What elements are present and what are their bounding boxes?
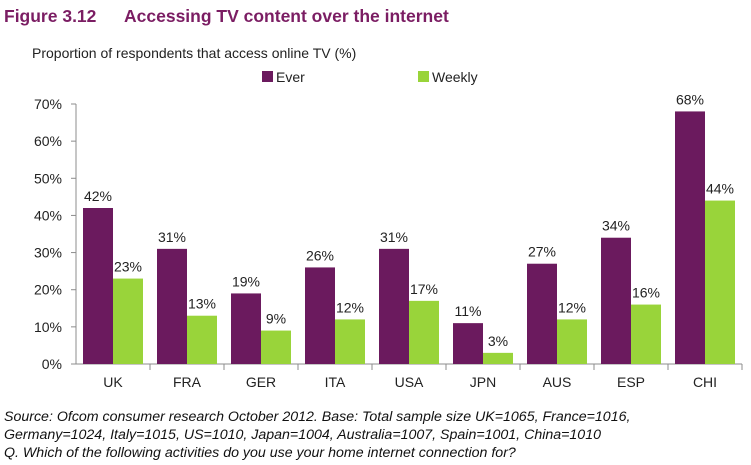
data-label: 19%	[232, 273, 260, 289]
bar-ever	[83, 208, 113, 364]
data-label: 3%	[488, 333, 508, 349]
y-tick-label: 50%	[34, 170, 62, 186]
bar-weekly	[113, 278, 143, 364]
bar-ever	[379, 248, 409, 364]
bar-ever	[305, 267, 335, 364]
y-tick-label: 20%	[34, 282, 62, 298]
data-label: 42%	[84, 188, 112, 204]
bar-weekly	[483, 352, 513, 364]
bar-weekly	[409, 300, 439, 364]
y-tick-label: 0%	[42, 356, 62, 372]
x-tick-label: ESP	[617, 374, 645, 390]
source-note: Source: Ofcom consumer research October …	[4, 408, 744, 462]
data-label: 31%	[380, 229, 408, 245]
bar-ever	[157, 248, 187, 364]
data-label: 13%	[188, 296, 216, 312]
data-label: 44%	[706, 181, 734, 197]
bar-weekly	[631, 304, 661, 364]
figure-number: Figure 3.12	[4, 6, 97, 26]
x-tick-label: JPN	[470, 374, 496, 390]
data-label: 16%	[632, 285, 660, 301]
x-tick-label: USA	[395, 374, 424, 390]
legend-label-ever: Ever	[276, 69, 305, 85]
data-label: 17%	[410, 281, 438, 297]
y-tick-label: 60%	[34, 133, 62, 149]
data-label: 31%	[158, 229, 186, 245]
bar-weekly	[705, 200, 735, 364]
bar-ever	[601, 237, 631, 364]
source-line-3: Q. Which of the following activities do …	[4, 445, 516, 461]
bar-weekly	[557, 319, 587, 364]
bar-weekly	[335, 319, 365, 364]
bar-weekly	[261, 330, 291, 364]
figure-title: Figure 3.12 Accessing TV content over the…	[4, 6, 449, 27]
bar-ever	[231, 293, 261, 364]
y-tick-label: 10%	[34, 319, 62, 335]
data-label: 23%	[114, 259, 142, 275]
source-line-2: Germany=1024, Italy=1015, US=1010, Japan…	[4, 427, 601, 443]
chart-subtitle: Proportion of respondents that access on…	[32, 45, 357, 61]
source-line-1: Source: Ofcom consumer research October …	[4, 409, 631, 425]
x-tick-label: ITA	[325, 374, 346, 390]
y-tick-label: 70%	[34, 96, 62, 112]
bar-ever	[453, 323, 483, 364]
x-tick-label: AUS	[543, 374, 572, 390]
bar-ever	[675, 111, 705, 364]
bar-ever	[527, 263, 557, 364]
data-label: 34%	[602, 218, 630, 234]
bar-chart: 0% 10% 20% 30% 40% 50% 60% 70% UK 42% 23% FRA 31% 13%…	[34, 69, 743, 390]
y-tick-label: 40%	[34, 207, 62, 223]
data-label: 26%	[306, 247, 334, 263]
figure-title-text: Accessing TV content over the internet	[124, 6, 449, 26]
data-label: 11%	[455, 303, 482, 319]
legend-label-weekly: Weekly	[432, 69, 478, 85]
y-tick-label: 30%	[34, 245, 62, 261]
data-label: 27%	[528, 244, 556, 260]
legend-swatch-ever	[262, 71, 273, 82]
legend-swatch-weekly	[418, 71, 429, 82]
data-label: 12%	[336, 299, 364, 315]
x-tick-label: FRA	[173, 374, 202, 390]
bar-weekly	[187, 315, 217, 364]
x-tick-label: UK	[103, 374, 123, 390]
data-label: 12%	[558, 299, 586, 315]
data-label: 68%	[676, 91, 704, 107]
x-tick-label: CHI	[693, 374, 717, 390]
x-tick-label: GER	[246, 374, 276, 390]
data-label: 9%	[266, 311, 286, 327]
